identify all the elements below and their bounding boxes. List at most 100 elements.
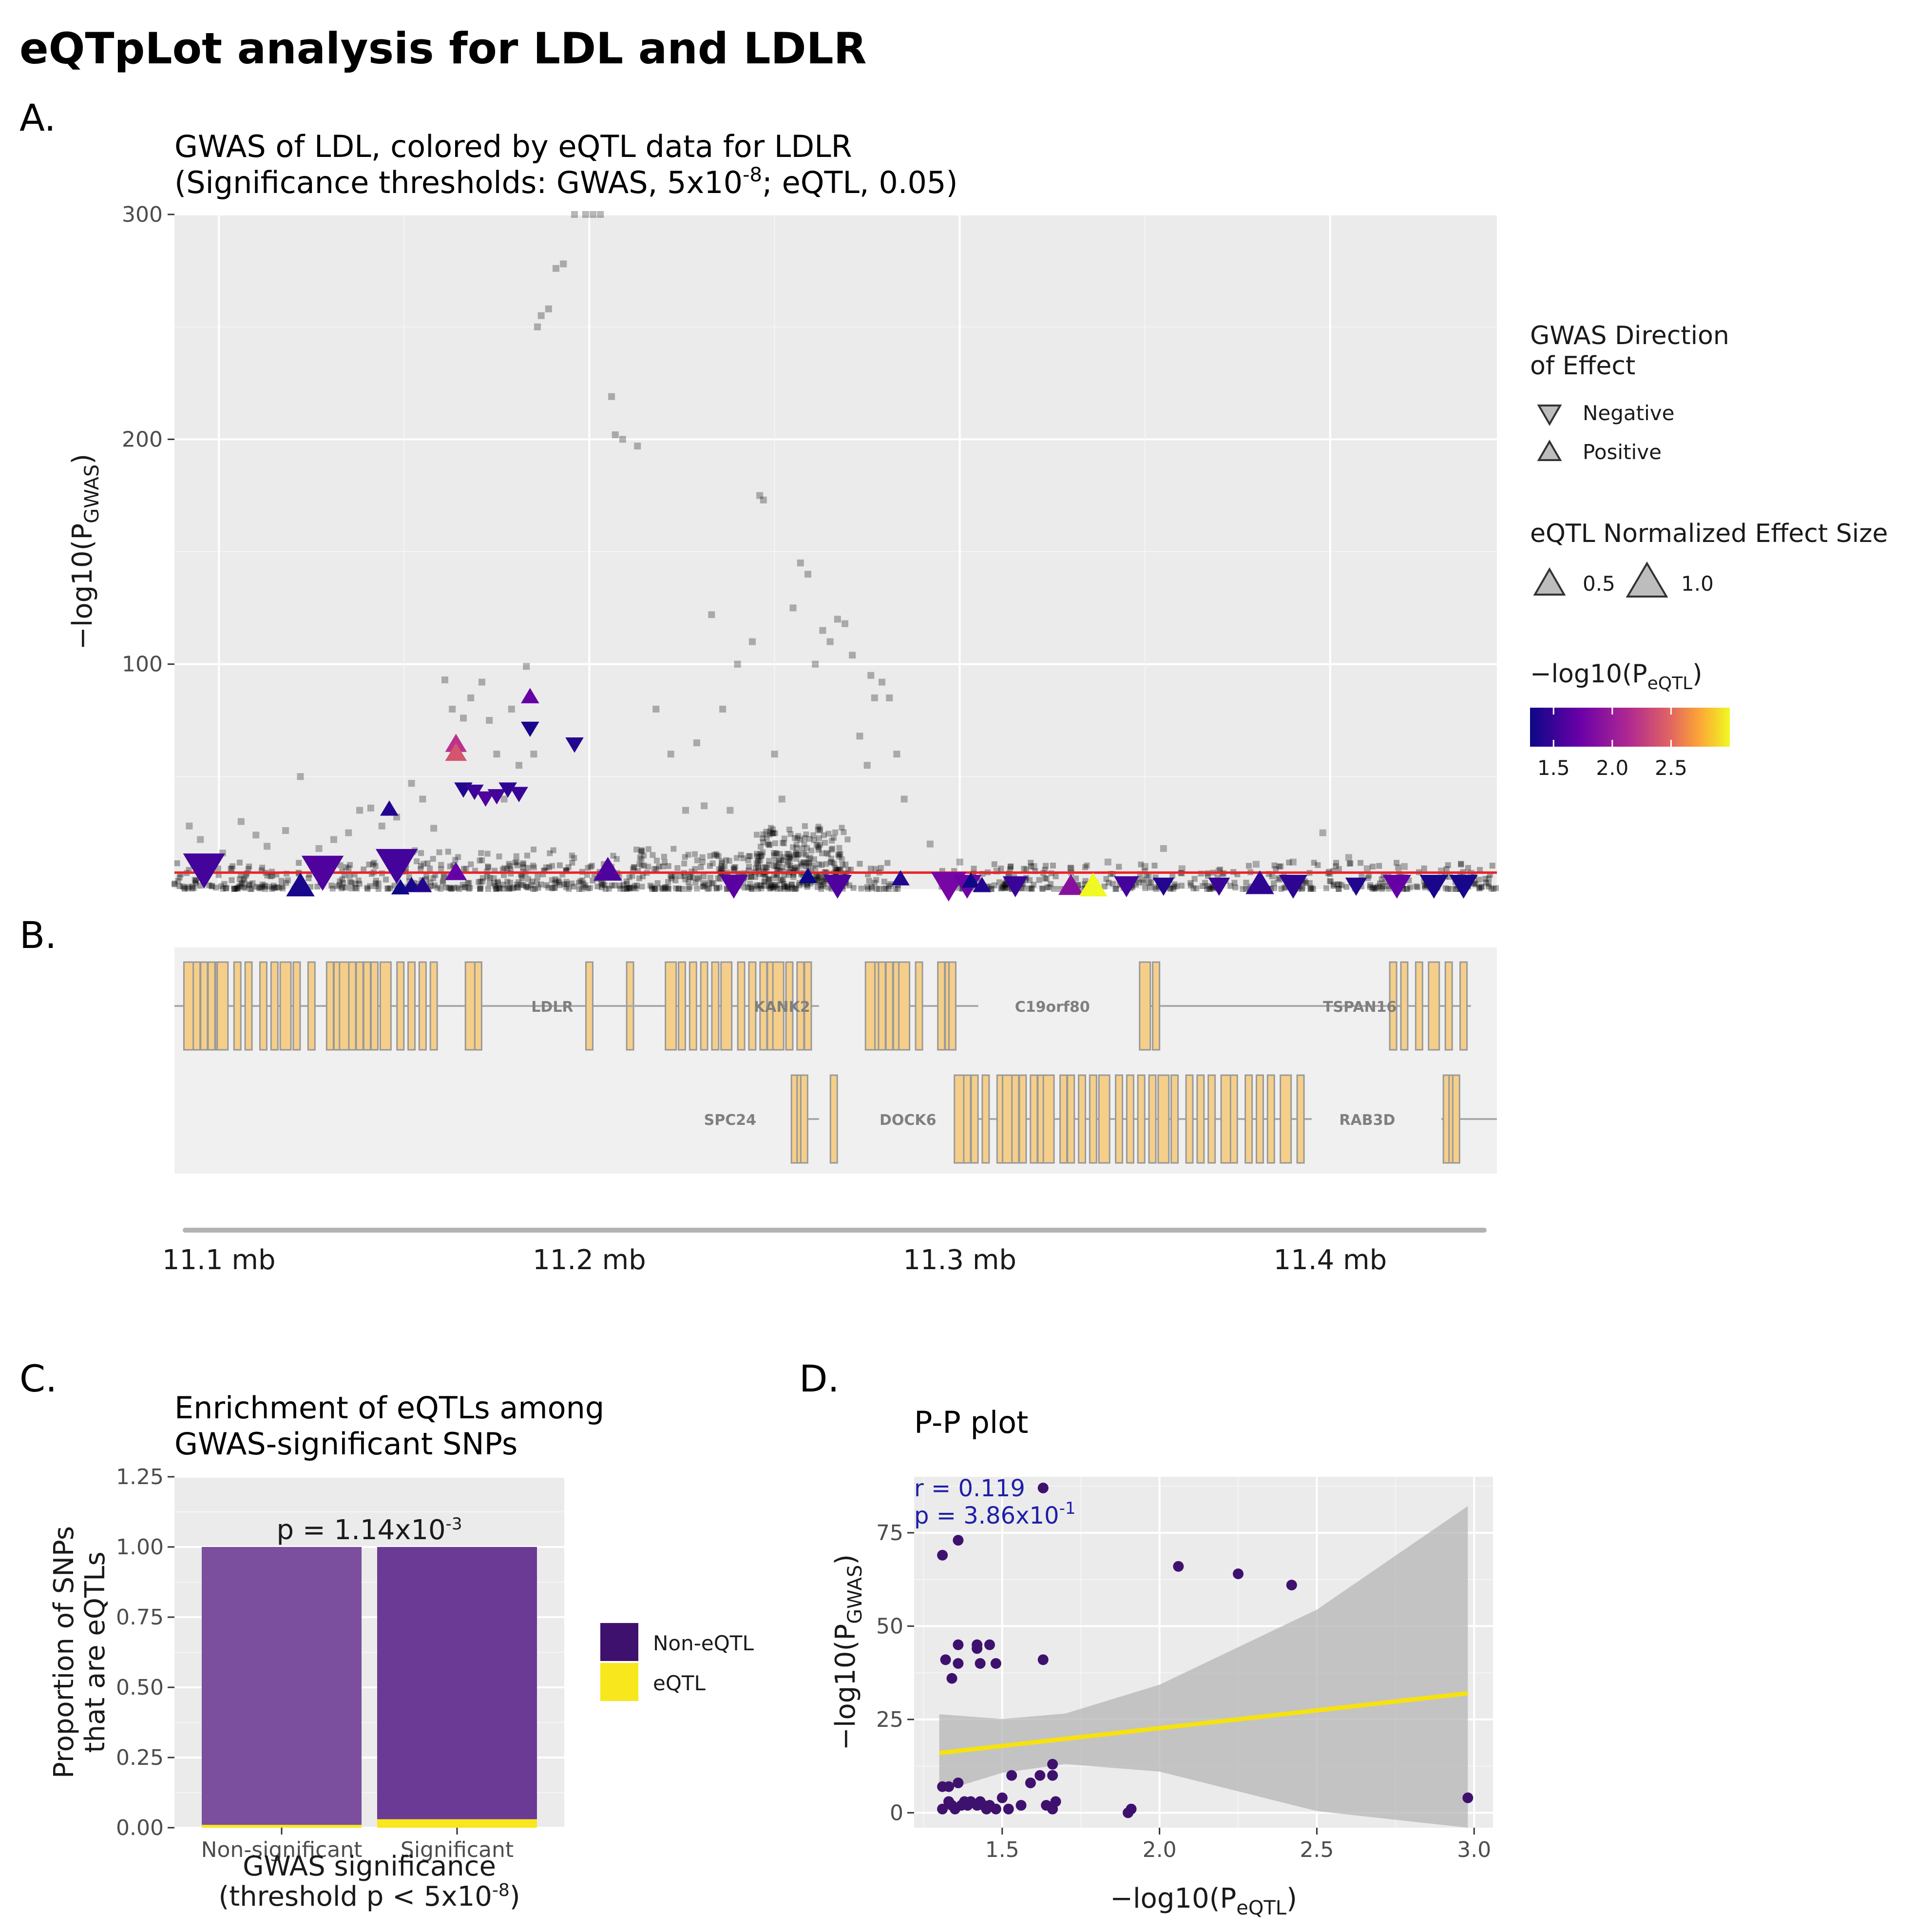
- background-snp: [440, 878, 446, 884]
- genomic-tick-label: 11.2 mb: [533, 1244, 646, 1276]
- background-snp: [431, 882, 438, 889]
- background-snp: [804, 863, 810, 869]
- background-snp: [787, 831, 794, 837]
- background-snp: [719, 858, 725, 865]
- background-snp: [1477, 867, 1483, 873]
- background-snp: [247, 881, 253, 888]
- background-snp: [702, 882, 708, 888]
- enrichment-p-value: p = 1.14x10-3: [276, 1514, 462, 1546]
- pp-point: [943, 1781, 955, 1792]
- background-snp: [652, 886, 658, 892]
- background-snp: [878, 865, 884, 871]
- background-snp: [819, 627, 826, 634]
- background-snp: [531, 846, 537, 852]
- background-snp: [886, 883, 892, 889]
- background-snp: [774, 864, 780, 870]
- background-snp: [485, 863, 491, 869]
- background-snp: [831, 861, 837, 867]
- gene-exon: [192, 961, 201, 1051]
- background-snp: [1442, 885, 1449, 891]
- background-snp: [598, 884, 605, 890]
- background-snp: [727, 807, 734, 814]
- pp-point: [953, 1777, 964, 1789]
- background-snp: [807, 854, 814, 861]
- background-snp: [755, 854, 762, 860]
- eqtl-snp-triangle: [1279, 874, 1308, 899]
- background-snp: [682, 807, 689, 814]
- background-snp: [1347, 860, 1354, 867]
- background-snp: [814, 873, 820, 879]
- pp-point: [990, 1803, 1001, 1815]
- background-snp: [773, 875, 779, 882]
- background-snp: [803, 831, 809, 837]
- background-snp: [1489, 863, 1495, 869]
- background-snp: [1448, 886, 1454, 892]
- background-snp: [677, 873, 684, 879]
- background-snp: [1030, 863, 1037, 870]
- background-snp: [268, 873, 274, 880]
- background-snp: [713, 852, 720, 859]
- background-snp: [819, 878, 825, 885]
- background-snp: [785, 886, 791, 892]
- background-snp: [780, 840, 786, 846]
- x-tick-label: 3.0: [1457, 1837, 1491, 1862]
- background-snp: [772, 840, 778, 847]
- background-snp: [1046, 884, 1052, 890]
- legend-size-title: eQTL Normalized Effect Size: [1530, 519, 1888, 548]
- background-snp: [491, 875, 497, 881]
- background-snp: [1200, 883, 1206, 889]
- background-snp: [756, 492, 764, 499]
- background-snp: [761, 882, 767, 889]
- background-snp: [1376, 863, 1382, 869]
- background-snp: [799, 845, 805, 851]
- background-snp: [516, 762, 523, 769]
- legend-direction: GWAS Direction of Effect Negative Positi…: [1530, 321, 1729, 464]
- background-snp: [1042, 875, 1048, 882]
- background-snp: [364, 885, 370, 891]
- background-snp: [633, 886, 639, 892]
- legend-eqtl-swatch: [600, 1663, 638, 1701]
- background-snp: [1027, 886, 1033, 892]
- background-snp: [1371, 886, 1378, 892]
- background-snp: [956, 858, 963, 866]
- background-snp: [836, 845, 842, 851]
- background-snp: [418, 850, 424, 856]
- background-snp: [1044, 884, 1051, 890]
- background-snp: [232, 886, 238, 892]
- background-snp: [343, 885, 349, 891]
- background-snp: [448, 885, 454, 891]
- background-snp: [869, 885, 875, 891]
- background-snp: [1112, 886, 1119, 892]
- background-snp: [755, 863, 762, 869]
- gene-exon: [363, 961, 371, 1051]
- background-snp: [249, 886, 255, 892]
- background-snp: [1336, 881, 1342, 888]
- background-snp: [1068, 865, 1074, 871]
- background-snp: [608, 393, 615, 400]
- genomic-tick-label: 11.3 mb: [903, 1244, 1016, 1276]
- background-snp: [781, 840, 787, 847]
- background-snp: [1303, 880, 1309, 886]
- background-snp: [842, 861, 849, 868]
- background-snp: [547, 850, 553, 856]
- background-snp: [466, 886, 472, 892]
- gene-exon: [585, 961, 593, 1051]
- y-tick-label: 0.25: [116, 1745, 164, 1770]
- gene-exon: [244, 961, 253, 1051]
- gene-exon: [1452, 1074, 1460, 1164]
- background-snp: [1171, 884, 1177, 890]
- background-snp: [1104, 858, 1111, 866]
- background-snp: [1067, 865, 1074, 872]
- background-snp: [782, 884, 788, 890]
- background-snp: [560, 260, 567, 268]
- background-snp: [748, 638, 756, 645]
- pp-point: [946, 1673, 957, 1684]
- background-snp: [719, 866, 726, 872]
- background-snp: [347, 879, 353, 885]
- background-snp: [804, 860, 810, 867]
- background-snp: [193, 878, 199, 885]
- gene-label: LDLR: [531, 999, 573, 1016]
- background-snp: [652, 886, 658, 892]
- background-snp: [1306, 880, 1313, 886]
- panel-d-pp-plot: P-P plot 1.5 2.0 2.5 3.0 0 25 50 75 r = 0.119 p…: [830, 1405, 1493, 1919]
